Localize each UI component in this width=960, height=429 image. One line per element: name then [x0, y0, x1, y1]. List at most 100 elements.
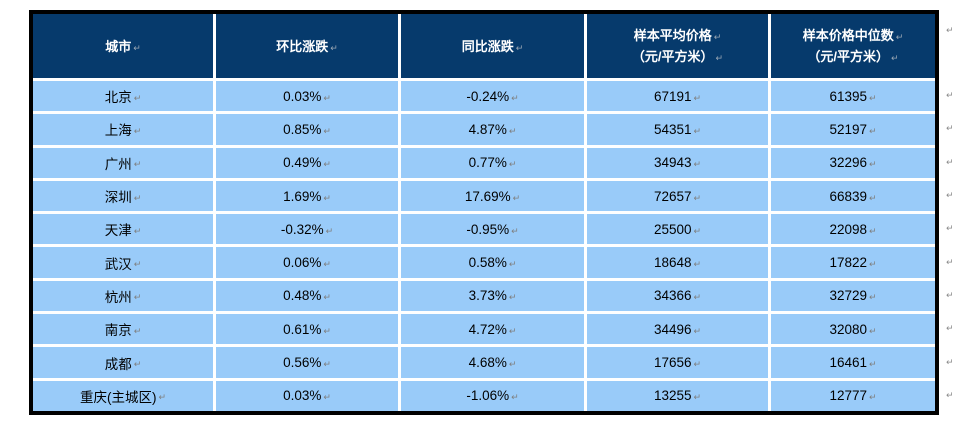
paragraph-mark-icon: ↵	[869, 192, 877, 203]
yoy-value: 4.87%	[468, 121, 507, 137]
avg-price-value: 34496	[653, 321, 692, 337]
city-name: 上海	[104, 123, 132, 139]
paragraph-mark-icon: ↵	[133, 92, 142, 103]
cell-yoy-change: 4.87% ↵	[401, 114, 584, 145]
paragraph-mark-icon: ↵	[869, 125, 877, 136]
cell-median-price: 32729 ↵	[771, 280, 935, 312]
mom-value: 0.03%	[283, 88, 322, 104]
paragraph-mark-icon: ↵	[323, 292, 331, 303]
paragraph-mark-icon: ↵	[133, 292, 142, 303]
cell-median-price: 17822 ↵	[771, 247, 935, 278]
yoy-value: -0.24%	[466, 88, 510, 104]
paragraph-mark-icon: ↵	[512, 192, 521, 203]
cell-avg-price: 54351 ↵	[587, 114, 768, 145]
cell-city: 天津 ↵	[33, 214, 213, 245]
cell-median-price: 66839 ↵	[771, 180, 935, 212]
cell-median-price: 32080 ↵	[771, 314, 935, 345]
city-name: 杭州	[104, 289, 132, 305]
paragraph-mark-icon: ↵	[158, 392, 167, 403]
median-price-value: 52197	[829, 121, 867, 137]
median-price-value: 32080	[829, 321, 867, 337]
paragraph-mark-icon: ↵	[508, 325, 517, 336]
row-end-mark-icon: ↵	[946, 290, 954, 300]
cell-mom-change: -0.32% ↵	[216, 214, 398, 245]
avg-price-value: 54351	[653, 121, 692, 137]
paragraph-mark-icon: ↵	[133, 192, 142, 203]
mom-value: 0.48%	[283, 288, 322, 304]
paragraph-mark-icon: ↵	[869, 392, 877, 403]
paragraph-mark-icon: ↵	[323, 259, 331, 270]
avg-price-value: 34943	[653, 155, 692, 171]
mom-value: 0.56%	[283, 355, 322, 371]
cell-yoy-change: -0.24% ↵	[401, 81, 584, 112]
yoy-value: 17.69%	[464, 188, 511, 204]
paragraph-mark-icon: ↵	[511, 392, 519, 403]
median-price-value: 22098	[829, 221, 867, 237]
yoy-value: 4.68%	[468, 355, 507, 371]
city-name: 成都	[104, 356, 132, 372]
cell-mom-change: 0.56% ↵	[216, 347, 398, 378]
row-end-mark-icon: ↵	[946, 157, 954, 167]
paragraph-mark-icon: ↵	[869, 159, 877, 170]
city-price-table: 城市 ↵ 环比涨跌 ↵ 同比涨跌 ↵ 样本平均价格 ↵ （元/平方米） ↵ 样本价格中位数…	[29, 10, 939, 415]
mom-value: 0.03%	[283, 388, 322, 404]
cell-mom-change: 1.69% ↵	[216, 180, 398, 212]
avg-price-value: 17656	[653, 355, 692, 371]
paragraph-mark-icon: ↵	[869, 225, 877, 236]
cell-mom-change: 0.49% ↵	[216, 147, 398, 178]
paragraph-mark-icon: ↵	[693, 225, 702, 236]
median-price-value: 61395	[829, 88, 867, 104]
paragraph-mark-icon: ↵	[515, 42, 524, 53]
cell-city: 成都 ↵	[33, 347, 213, 378]
cell-median-price: 22098 ↵	[771, 214, 935, 245]
paragraph-mark-icon: ↵	[508, 259, 517, 270]
paragraph-mark-icon: ↵	[133, 159, 142, 170]
table-grid: 城市 ↵ 环比涨跌 ↵ 同比涨跌 ↵ 样本平均价格 ↵ （元/平方米） ↵ 样本价格中位数…	[33, 14, 935, 411]
paragraph-mark-icon: ↵	[325, 225, 334, 236]
cell-avg-price: 13255 ↵	[587, 380, 768, 411]
cell-median-price: 32296 ↵	[771, 147, 935, 178]
cell-median-price: 12777 ↵	[771, 380, 935, 411]
paragraph-mark-icon: ↵	[508, 125, 517, 136]
paragraph-mark-icon: ↵	[693, 125, 702, 136]
cell-city: 杭州 ↵	[33, 280, 213, 312]
city-name: 深圳	[104, 190, 132, 206]
yoy-value: 0.77%	[468, 155, 507, 171]
cell-avg-price: 34366 ↵	[587, 280, 768, 312]
cell-city: 北京 ↵	[33, 81, 213, 112]
cell-yoy-change: 4.68% ↵	[401, 347, 584, 378]
city-name: 北京	[104, 90, 132, 106]
paragraph-mark-icon: ↵	[133, 359, 142, 370]
yoy-value: 4.72%	[468, 321, 507, 337]
cell-city: 上海 ↵	[33, 114, 213, 145]
row-end-mark-icon: ↵	[946, 90, 954, 100]
median-price-value: 12777	[829, 388, 867, 404]
cell-avg-price: 18648 ↵	[587, 247, 768, 278]
paragraph-mark-icon: ↵	[323, 192, 331, 203]
paragraph-mark-icon: ↵	[511, 225, 519, 236]
cell-city: 武汉 ↵	[33, 247, 213, 278]
paragraph-mark-icon: ↵	[133, 225, 142, 236]
yoy-value: -1.06%	[466, 388, 510, 404]
median-price-value: 17822	[829, 255, 867, 271]
cell-yoy-change: -0.95% ↵	[401, 214, 584, 245]
city-name: 重庆(主城区)	[79, 389, 157, 405]
mom-value: 0.61%	[283, 321, 322, 337]
median-price-value: 32729	[829, 288, 867, 304]
paragraph-mark-icon: ↵	[133, 259, 142, 270]
cell-yoy-change: -1.06% ↵	[401, 380, 584, 411]
row-end-mark-icon: ↵	[946, 357, 954, 367]
paragraph-mark-icon: ↵	[511, 92, 519, 103]
column-header-label: 样本价格中位数	[802, 28, 894, 43]
paragraph-mark-icon: ↵	[693, 259, 702, 270]
cell-city: 南京 ↵	[33, 314, 213, 345]
paragraph-mark-icon: ↵	[323, 325, 331, 336]
avg-price-value: 34366	[653, 288, 692, 304]
column-header-unit: （元/平方米）	[631, 49, 714, 64]
paragraph-mark-icon: ↵	[508, 292, 517, 303]
avg-price-value: 72657	[653, 188, 692, 204]
median-price-value: 16461	[829, 355, 867, 371]
cell-mom-change: 0.03% ↵	[216, 380, 398, 411]
column-header-city: 城市 ↵	[33, 14, 213, 78]
cell-city: 广州 ↵	[33, 147, 213, 178]
